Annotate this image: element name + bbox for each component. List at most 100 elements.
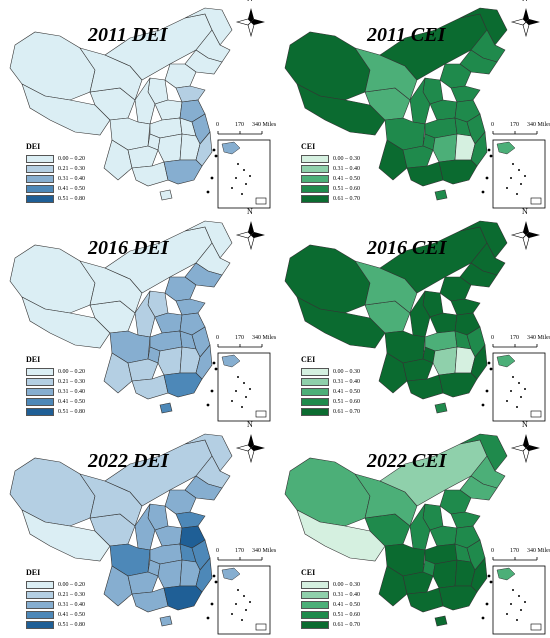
region-yunnan <box>103 565 133 607</box>
legend-swatch <box>26 397 54 406</box>
legend-label: 0.00 – 0.30 <box>333 368 360 375</box>
north-label: N <box>247 420 253 429</box>
inset-island <box>235 177 237 179</box>
region-henan <box>154 99 183 121</box>
inset-island <box>237 589 239 591</box>
region-heilongjiang <box>184 433 233 472</box>
region-henan <box>429 312 458 334</box>
china-map <box>9 220 271 422</box>
region-heilongjiang <box>459 7 508 46</box>
inset-island <box>231 613 233 615</box>
island-marker <box>212 148 216 152</box>
scale-bar-label: 170 <box>510 548 519 554</box>
legend-label: 0.51 – 0.60 <box>333 611 360 618</box>
map-panel: 2011 CEI N 0 170 340 Miles CEI 0.00 – 0.30 0.31… <box>275 0 550 212</box>
inset-island <box>231 187 233 189</box>
island-marker <box>210 602 214 606</box>
legend-swatch <box>301 154 329 163</box>
legend-label: 0.00 – 0.30 <box>333 581 360 588</box>
north-label: N <box>247 207 253 216</box>
legend-item: 0.00 – 0.30 <box>301 367 360 376</box>
inset-island <box>510 177 512 179</box>
legend-label: 0.00 – 0.20 <box>58 581 85 588</box>
inset-island <box>506 400 508 402</box>
scale-bar-label: 340 Miles <box>527 335 550 341</box>
legend-title: DEI <box>26 568 41 577</box>
legend-item: 0.41 – 0.50 <box>26 610 85 619</box>
scale-bar <box>492 131 538 135</box>
legend-label: 0.41 – 0.50 <box>58 185 85 192</box>
scale-bar-label: 0 <box>491 335 494 341</box>
north-arrow-icon <box>510 434 540 464</box>
region-henan <box>154 312 183 334</box>
legend-swatch <box>26 154 54 163</box>
island-marker <box>489 154 493 158</box>
legend-item: 0.31 – 0.40 <box>301 590 360 599</box>
island-marker <box>489 580 493 584</box>
legend-swatch <box>301 164 329 173</box>
region-shandong <box>450 85 481 103</box>
legend-label: 0.21 – 0.30 <box>58 165 85 172</box>
region-guangdong <box>163 585 203 611</box>
region-guizhou <box>127 571 159 595</box>
region-hainan <box>434 189 448 201</box>
inset-island <box>524 175 526 177</box>
legend-swatch <box>26 377 54 386</box>
region-hainan <box>159 189 173 201</box>
region-heilongjiang <box>184 220 233 259</box>
legend-item: 0.21 – 0.30 <box>26 164 85 173</box>
map-title: 2011 CEI <box>367 24 446 46</box>
inset-small-box <box>530 197 542 205</box>
legend-item: 0.31 – 0.40 <box>301 377 360 386</box>
inset-island <box>237 376 239 378</box>
legend-label: 0.41 – 0.50 <box>58 398 85 405</box>
scale-bar-label: 0 <box>216 335 219 341</box>
island-marker <box>206 403 210 407</box>
island-marker <box>489 367 493 371</box>
inset-island <box>241 619 243 621</box>
inset-island <box>516 406 518 408</box>
island-marker <box>485 602 489 606</box>
region-hunan <box>157 559 183 589</box>
legend-label: 0.41 – 0.50 <box>58 611 85 618</box>
legend-label: 0.51 – 0.80 <box>58 621 85 628</box>
legend-item: 0.00 – 0.30 <box>301 154 360 163</box>
region-hunan <box>432 559 458 589</box>
legend-swatch <box>26 407 54 416</box>
legend-swatch <box>301 387 329 396</box>
north-arrow-icon <box>235 221 265 251</box>
island-marker <box>487 361 491 365</box>
scale-bar <box>217 557 263 561</box>
scale-bar-label: 0 <box>216 122 219 128</box>
region-hainan <box>159 615 173 627</box>
region-shandong <box>450 298 481 316</box>
inset-island <box>520 609 522 611</box>
map-title: 2011 DEI <box>88 24 168 46</box>
legend-swatch <box>301 377 329 386</box>
inset-island <box>506 187 508 189</box>
legend-label: 0.61 – 0.70 <box>333 621 360 628</box>
north-arrow-icon <box>235 8 265 38</box>
inset-island <box>249 175 251 177</box>
region-guangdong <box>163 372 203 398</box>
legend-label: 0.61 – 0.70 <box>333 408 360 415</box>
scale-bar-label: 340 Miles <box>252 122 277 128</box>
inset-island <box>241 193 243 195</box>
inset-island <box>510 390 512 392</box>
region-yunnan <box>103 139 133 181</box>
region-xinjiang <box>284 457 371 527</box>
region-guizhou <box>127 358 159 382</box>
legend-item: 0.51 – 0.60 <box>301 397 360 406</box>
inset-island <box>524 388 526 390</box>
legend-swatch <box>301 580 329 589</box>
legend-label: 0.31 – 0.40 <box>333 378 360 385</box>
island-marker <box>487 574 491 578</box>
legend-item: 0.61 – 0.70 <box>301 407 360 416</box>
legend-label: 0.31 – 0.40 <box>333 591 360 598</box>
region-hainan <box>159 402 173 414</box>
inset-coast <box>221 354 241 368</box>
inset-island <box>520 396 522 398</box>
china-map <box>284 220 546 422</box>
legend-label: 0.21 – 0.30 <box>58 591 85 598</box>
legend-item: 0.51 – 0.80 <box>26 407 85 416</box>
